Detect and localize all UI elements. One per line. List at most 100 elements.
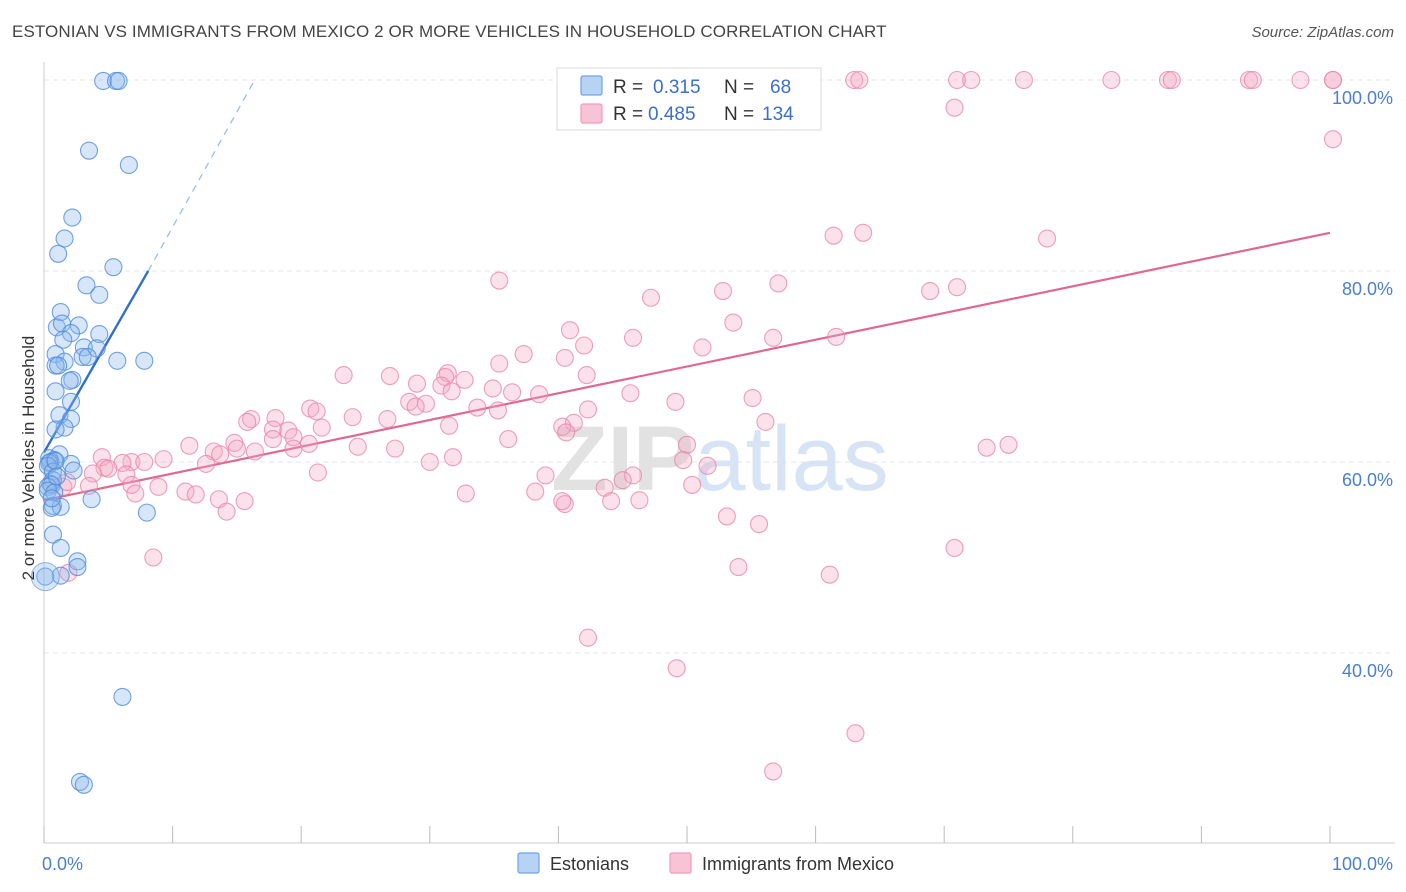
estonians-point: [119, 155, 138, 175]
mexico-point: [1291, 70, 1310, 90]
source-credit: Source: ZipAtlas.com: [1251, 24, 1394, 41]
mexico-point: [245, 442, 264, 461]
mexico-point: [1014, 70, 1033, 90]
mexico-point: [962, 70, 981, 90]
estonians-point: [68, 552, 87, 571]
mexico-point: [217, 502, 236, 521]
gridlines: [44, 79, 1395, 654]
watermark-zip: ZIP: [551, 408, 694, 510]
estonians-point: [94, 71, 113, 91]
mexico-point: [630, 491, 649, 510]
mexico-point: [186, 485, 205, 504]
estonians-point: [51, 566, 70, 585]
mexico-point: [564, 413, 583, 432]
mexico-point: [553, 492, 572, 511]
mexico-point: [769, 274, 788, 293]
mexico-point: [854, 223, 873, 242]
mexico-point: [343, 408, 362, 427]
mexico-point: [92, 448, 111, 467]
mexico-point: [536, 466, 555, 485]
watermark-atlas: atlas: [694, 408, 888, 510]
mexico-point: [117, 465, 136, 484]
mexico-point: [211, 445, 230, 464]
correlation-legend: R = 0.315 N = 68 R = 0.485 N = 134: [556, 67, 822, 131]
mexico-point: [623, 466, 643, 485]
estonians-point: [47, 467, 66, 486]
mexico-point: [667, 659, 686, 678]
mexico-point: [677, 435, 697, 454]
estonians-point: [46, 382, 65, 401]
trend-lines: [42, 81, 1331, 502]
mexico-point: [432, 376, 451, 395]
bottom-legend-swatch-mexico: [669, 852, 692, 874]
estonians-point: [51, 303, 70, 322]
mexico-point: [717, 507, 736, 526]
mexico-point: [149, 477, 168, 496]
estonians-point: [42, 489, 61, 508]
legend-r-value-1: 0.315: [653, 77, 701, 98]
mexico-point: [743, 388, 762, 408]
estonians-point: [42, 498, 61, 517]
mexico-point: [999, 435, 1018, 454]
legend-r-label-2: R =: [613, 104, 643, 125]
mexico-point: [468, 398, 487, 417]
estonians-point: [64, 461, 83, 480]
mexico-point: [555, 494, 574, 514]
mexico-point: [416, 394, 435, 413]
mexico-point: [456, 484, 475, 503]
watermark: ZIPatlas: [551, 408, 888, 510]
estonians-point: [82, 490, 101, 509]
mexico-point: [514, 345, 533, 364]
estonians-point: [46, 451, 65, 471]
mexico-point: [578, 400, 598, 419]
mexico-point: [235, 492, 254, 511]
mexico-point: [263, 430, 282, 449]
mexico-point: [764, 762, 783, 781]
estonians-point: [61, 392, 81, 411]
mexico-point: [420, 452, 439, 472]
mexico-point: [442, 382, 461, 401]
estonians-point: [104, 258, 123, 277]
legend-n-value-1: 68: [770, 77, 791, 98]
mexico-point: [666, 392, 685, 411]
mexico-point: [334, 366, 353, 385]
estonians-point: [108, 351, 127, 370]
mexico-point: [824, 226, 843, 245]
mexico-point: [79, 476, 99, 495]
estonians-point: [36, 567, 55, 586]
estonians-point-large: [30, 562, 60, 592]
mexico-point: [284, 439, 303, 458]
estonians-point: [74, 338, 93, 357]
mexico-point: [238, 412, 257, 431]
mexico-point: [378, 409, 397, 429]
bottom-legend-estonians: Estonians: [550, 854, 629, 874]
mexico-point: [154, 450, 173, 469]
mexico-point: [483, 379, 502, 398]
estonians-point: [49, 244, 68, 263]
mexico-point: [623, 328, 643, 347]
mexico-point: [406, 397, 425, 416]
bottom-legend-mexico: Immigrants from Mexico: [702, 854, 894, 874]
y-tick-label-100: 100.0%: [1332, 88, 1393, 108]
series-estonians-points: [30, 71, 156, 794]
y-tick-label-40: 40.0%: [1342, 661, 1393, 681]
mexico-point: [756, 412, 775, 431]
estonians-point: [54, 330, 73, 349]
estonians-point: [61, 324, 81, 343]
mexico-point: [764, 328, 783, 347]
mexico-point: [1038, 229, 1057, 248]
x-tick-label-100: 100.0%: [1332, 854, 1393, 874]
trend-line-mexico: [43, 231, 1331, 502]
estonians-point: [46, 420, 65, 439]
mexico-point: [945, 538, 964, 558]
legend-n-label-1: N =: [724, 77, 754, 98]
legend-n-value-2: 134: [762, 104, 794, 125]
mexico-point: [683, 475, 702, 494]
estonians-point: [43, 525, 63, 544]
mexico-point: [455, 370, 474, 389]
mexico-point: [729, 557, 748, 577]
mexico-point: [380, 366, 399, 386]
estonians-point: [60, 371, 79, 390]
mexico-point: [307, 402, 326, 421]
